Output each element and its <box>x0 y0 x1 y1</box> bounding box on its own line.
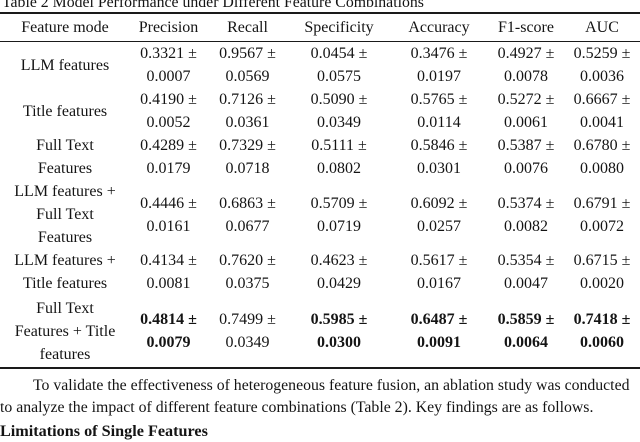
body-paragraph: To validate the effectiveness of heterog… <box>0 377 630 416</box>
metric-value-auc: 0.5259 ± 0.0036 <box>573 45 631 85</box>
metric-value-f1-score: 0.5859 ± 0.0064 <box>497 311 555 351</box>
table-row-full-text-plus-title: Full Text Features + Title features 0.48… <box>0 295 640 367</box>
section-heading: Limitations of Single Features <box>0 422 208 440</box>
metric-value-auc: 0.6780 ± 0.0080 <box>573 137 631 177</box>
metric-value-f1-score: 0.5374 ± 0.0082 <box>497 194 555 235</box>
metric-value-specificity: 0.4623 ± 0.0429 <box>310 252 368 292</box>
metric-value-auc: 0.7418 ± 0.0060 <box>573 311 631 351</box>
metric-value-accuracy: 0.5617 ± 0.0167 <box>410 252 468 292</box>
feature-mode-label: LLM features + Full Text Features <box>14 183 116 246</box>
metric-value-recall: 0.7329 ± 0.0718 <box>219 137 276 177</box>
metric-value-specificity: 0.5090 ± 0.0349 <box>310 91 368 131</box>
column-header-f1-score: F1-score <box>498 19 554 36</box>
metric-value-f1-score: 0.5354 ± 0.0047 <box>497 252 555 292</box>
feature-mode-label: Title features <box>22 102 108 120</box>
column-header-precision: Precision <box>138 19 199 36</box>
feature-mode-label: LLM features <box>20 56 110 74</box>
column-header-accuracy: Accuracy <box>408 19 470 36</box>
metric-value-accuracy: 0.6487 ± 0.0091 <box>410 311 468 351</box>
metric-value-precision: 0.4190 ± 0.0052 <box>140 91 197 131</box>
table-row-llm-features: LLM features 0.3321 ± 0.0007 0.9567 ± 0.… <box>0 42 640 88</box>
metric-value-recall: 0.6863 ± 0.0677 <box>219 194 276 235</box>
metric-value-precision: 0.4289 ± 0.0179 <box>140 137 197 177</box>
metric-value-accuracy: 0.5846 ± 0.0301 <box>410 137 468 177</box>
table-row-full-text-features: Full Text Features 0.4289 ± 0.0179 0.732… <box>0 134 640 180</box>
metric-value-f1-score: 0.4927 ± 0.0078 <box>497 45 555 85</box>
metric-value-auc: 0.6667 ± 0.0041 <box>573 91 631 131</box>
table-top-rule <box>0 12 640 14</box>
table-row-title-features: Title features 0.4190 ± 0.0052 0.7126 ± … <box>0 88 640 134</box>
metric-value-specificity: 0.0454 ± 0.0575 <box>310 45 368 85</box>
metric-value-recall: 0.7499 ± 0.0349 <box>219 311 276 351</box>
metric-value-recall: 0.9567 ± 0.0569 <box>219 45 276 85</box>
metric-value-specificity: 0.5709 ± 0.0719 <box>310 194 368 235</box>
metric-value-auc: 0.6791 ± 0.0072 <box>573 194 631 235</box>
metric-value-accuracy: 0.5765 ± 0.0114 <box>410 91 468 131</box>
results-table: Feature mode Precision Recall Specificit… <box>0 14 640 367</box>
feature-mode-label: Full Text Features + Title features <box>14 299 116 363</box>
metric-value-specificity: 0.5985 ± 0.0300 <box>310 311 368 351</box>
table-caption: Table 2 Model Performance under Differen… <box>2 0 424 11</box>
column-header-recall: Recall <box>227 19 268 36</box>
metric-value-recall: 0.7126 ± 0.0361 <box>219 91 276 131</box>
table-row-llm-plus-full-text: LLM features + Full Text Features 0.4446… <box>0 180 640 249</box>
metric-value-auc: 0.6715 ± 0.0020 <box>573 252 631 292</box>
metric-value-precision: 0.4446 ± 0.0161 <box>140 194 197 235</box>
metric-value-f1-score: 0.5387 ± 0.0076 <box>497 137 555 177</box>
metric-value-specificity: 0.5111 ± 0.0802 <box>311 137 367 177</box>
feature-mode-label: Full Text Features <box>36 137 94 177</box>
metric-value-accuracy: 0.3476 ± 0.0197 <box>410 45 468 85</box>
column-header-auc: AUC <box>585 19 619 36</box>
metric-value-precision: 0.4814 ± 0.0079 <box>140 311 197 351</box>
metric-value-f1-score: 0.5272 ± 0.0061 <box>497 91 555 131</box>
feature-mode-label: LLM features + Title features <box>14 252 116 292</box>
metric-value-precision: 0.3321 ± 0.0007 <box>140 45 197 85</box>
table-header-rule <box>0 41 640 42</box>
table-bottom-rule <box>0 367 640 369</box>
table-row-llm-plus-title: LLM features + Title features 0.4134 ± 0… <box>0 249 640 295</box>
metric-value-accuracy: 0.6092 ± 0.0257 <box>410 194 468 235</box>
metric-value-precision: 0.4134 ± 0.0081 <box>140 252 197 292</box>
table-header-row: Feature mode Precision Recall Specificit… <box>0 14 640 41</box>
metric-value-recall: 0.7620 ± 0.0375 <box>219 252 276 292</box>
column-header-feature-mode: Feature mode <box>21 19 109 36</box>
column-header-specificity: Specificity <box>304 19 374 36</box>
